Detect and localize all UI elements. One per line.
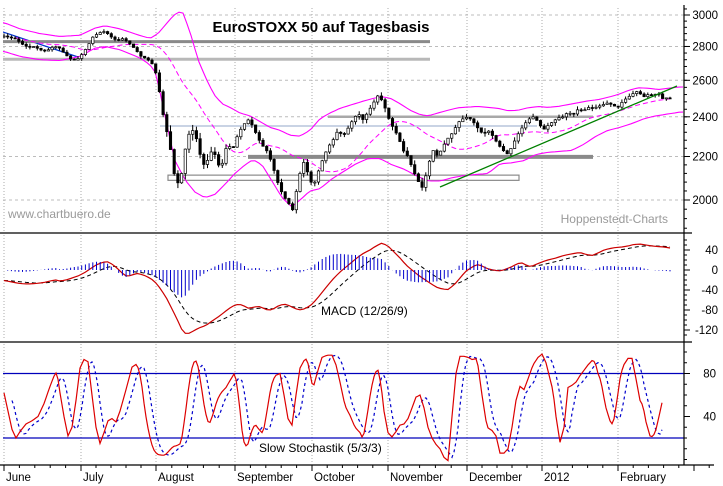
macd-tick-label: -40 <box>701 285 718 297</box>
month-label: August <box>158 472 195 484</box>
stochastic-k-line <box>3 353 663 462</box>
macd-histogram <box>7 253 671 298</box>
price-tick-label: 2200 <box>692 152 718 164</box>
macd-indicator-label: MACD (12/26/9) <box>321 304 408 318</box>
price-tick-label: 2400 <box>692 112 718 124</box>
watermark-chartbuero: www.chartbuero.de <box>8 207 111 221</box>
macd-tick-label: -120 <box>695 325 718 337</box>
macd-line <box>3 242 671 334</box>
candlestick-series <box>3 29 672 214</box>
month-label: October <box>314 472 355 484</box>
month-label: February <box>620 472 666 484</box>
macd-tick-label: 40 <box>705 245 718 257</box>
bollinger-lower-band <box>3 46 684 207</box>
stochastic-d-line <box>11 354 663 459</box>
month-label: December <box>469 472 522 484</box>
support-resistance-lines <box>3 40 593 181</box>
price-tick-label: 2600 <box>692 75 718 87</box>
bollinger-bands <box>3 11 684 207</box>
axes: 3000 2800 2600 2400 2200 2000 40 0 -40 -80 -120 80 4… <box>0 5 718 484</box>
month-label: July <box>83 472 104 484</box>
month-label: November <box>390 472 443 484</box>
support-zone-box <box>167 174 520 181</box>
price-panel <box>3 31 79 58</box>
bollinger-middle-band <box>14 37 671 173</box>
gridlines <box>3 8 684 464</box>
chart-title: EuroSTOXX 50 auf Tagesbasis <box>212 19 430 36</box>
month-label: 2012 <box>544 472 570 484</box>
stochastic-panel <box>3 353 684 462</box>
stochastic-indicator-label: Slow Stochastik (5/3/3) <box>259 441 382 455</box>
macd-panel <box>3 242 671 334</box>
macd-tick-label: 0 <box>712 265 718 277</box>
price-tick-label: 2000 <box>692 195 718 207</box>
price-tick-label: 2800 <box>692 41 718 53</box>
bollinger-upper-band <box>3 11 684 137</box>
price-tick-label: 3000 <box>692 10 718 22</box>
watermark-hoppenstedt: Hoppenstedt-Charts <box>560 212 668 226</box>
month-label: September <box>237 472 293 484</box>
stoch-tick-label: 80 <box>703 369 716 381</box>
downtrend-line-blue <box>3 31 79 58</box>
month-label: June <box>6 472 31 484</box>
stoch-tick-label: 40 <box>703 412 716 424</box>
uptrend-line-green <box>439 85 678 188</box>
macd-tick-label: -80 <box>701 305 718 317</box>
